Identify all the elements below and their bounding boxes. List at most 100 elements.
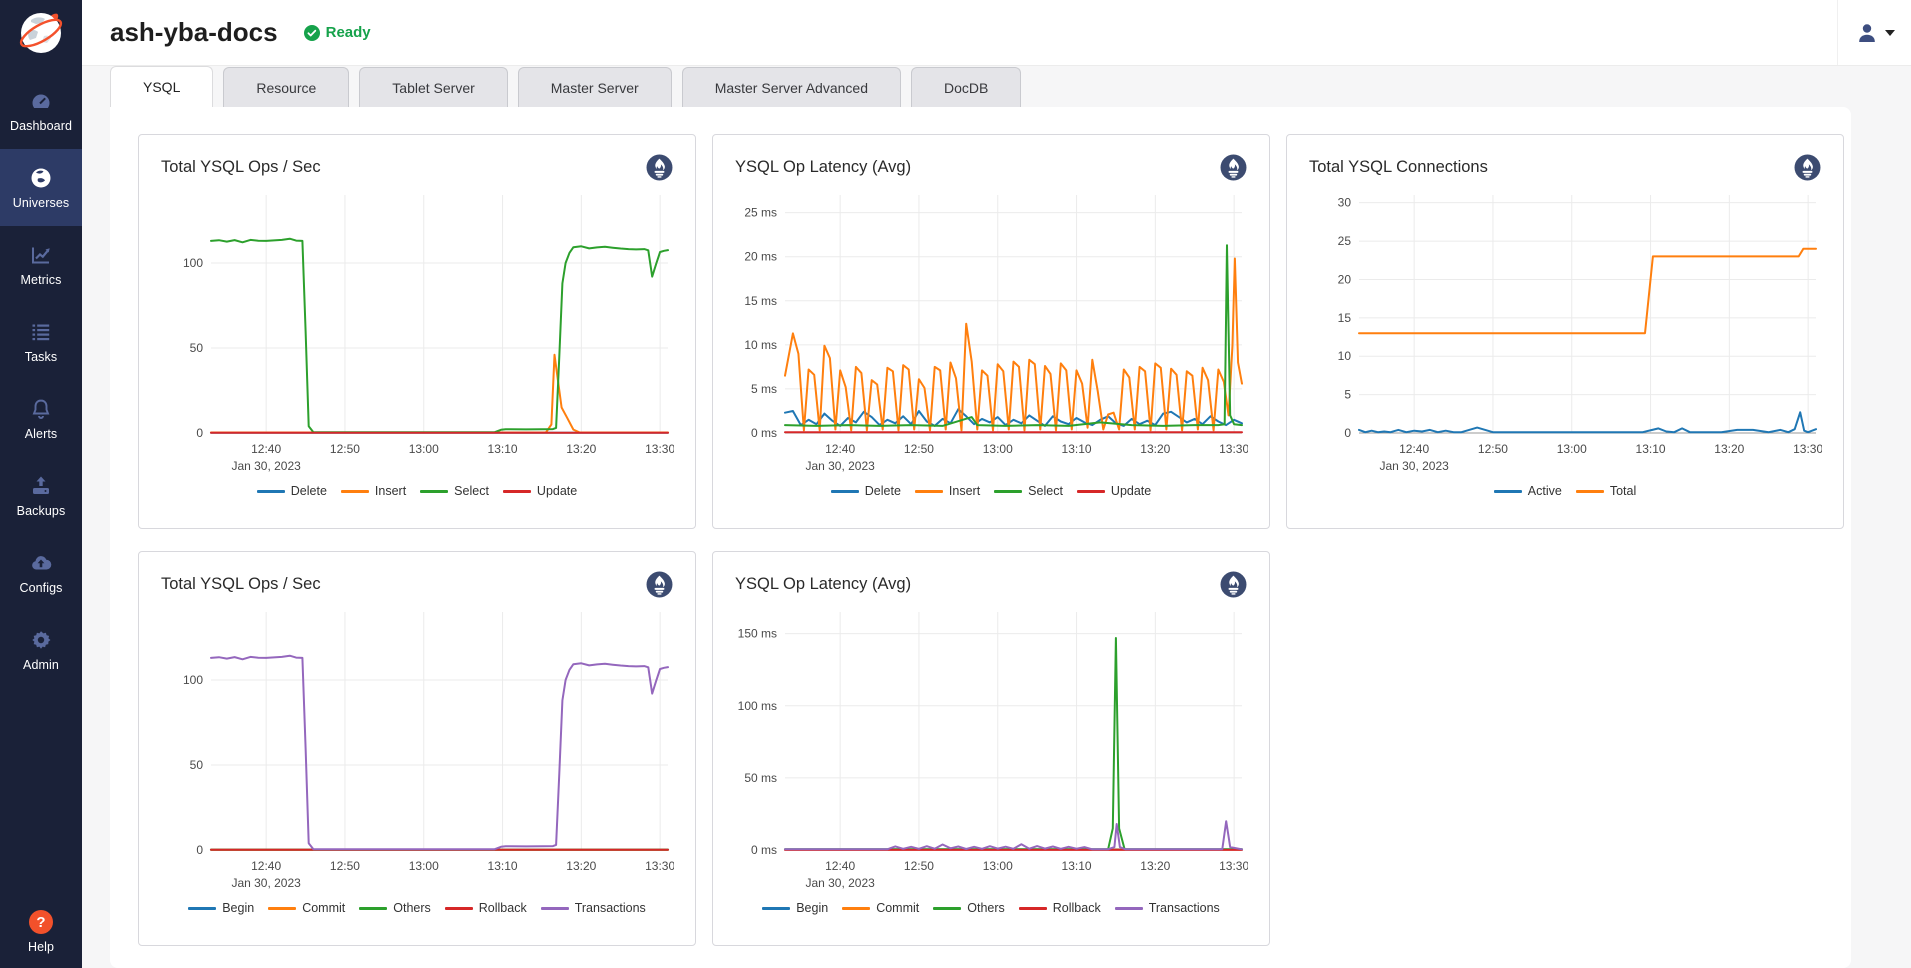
legend-item-insert[interactable]: Insert <box>915 484 980 498</box>
alerts-bell-icon <box>29 397 53 421</box>
chart-plot-area[interactable]: 05010012:40Jan 30, 202312:5013:0013:1013… <box>161 602 673 899</box>
chart-canvas: 05010012:40Jan 30, 202312:5013:0013:1013… <box>161 185 674 477</box>
legend-item-begin[interactable]: Begin <box>188 901 254 915</box>
legend-swatch <box>1576 490 1604 493</box>
svg-text:13:20: 13:20 <box>566 442 596 456</box>
legend-label: Others <box>967 901 1005 915</box>
sidebar-item-tasks[interactable]: Tasks <box>0 303 82 380</box>
legend-label: Transactions <box>1149 901 1220 915</box>
legend-item-rollback[interactable]: Rollback <box>445 901 527 915</box>
legend-item-begin[interactable]: Begin <box>762 901 828 915</box>
legend-item-transactions[interactable]: Transactions <box>541 901 646 915</box>
svg-text:20: 20 <box>1338 272 1352 286</box>
sidebar-item-universes[interactable]: Universes <box>0 149 82 226</box>
svg-text:13:00: 13:00 <box>983 442 1013 456</box>
sidebar-item-help[interactable]: ? Help <box>0 910 82 954</box>
sidebar-item-backups[interactable]: Backups <box>0 457 82 534</box>
svg-text:Jan 30, 2023: Jan 30, 2023 <box>231 876 301 890</box>
tab-tablet-server[interactable]: Tablet Server <box>359 67 507 107</box>
svg-text:13:10: 13:10 <box>1062 442 1092 456</box>
chart-title: Total YSQL Ops / Sec <box>161 575 321 594</box>
sidebar-item-alerts[interactable]: Alerts <box>0 380 82 457</box>
svg-text:12:50: 12:50 <box>904 442 934 456</box>
svg-text:13:00: 13:00 <box>983 859 1013 873</box>
universes-globe-icon <box>29 166 53 190</box>
chart-plot-area[interactable]: 05101520253012:40Jan 30, 202312:5013:001… <box>1309 185 1821 482</box>
tab-ysql[interactable]: YSQL <box>110 66 213 107</box>
tab-master-server-advanced[interactable]: Master Server Advanced <box>682 67 901 107</box>
prometheus-icon[interactable] <box>1220 154 1247 181</box>
legend-item-insert[interactable]: Insert <box>341 484 406 498</box>
check-circle-icon <box>304 25 320 41</box>
universe-title: ash-yba-docs <box>110 17 278 48</box>
svg-text:13:10: 13:10 <box>488 442 518 456</box>
sidebar-item-label: Tasks <box>25 350 57 364</box>
legend-swatch <box>257 490 285 493</box>
tab-docdb[interactable]: DocDB <box>911 67 1021 107</box>
prometheus-icon[interactable] <box>646 154 673 181</box>
chart-card-total-ysql-connections: Total YSQL Connections 05101520253012:40… <box>1286 134 1844 529</box>
legend-item-commit[interactable]: Commit <box>842 901 919 915</box>
tab-bar: YSQL Resource Tablet Server Master Serve… <box>110 66 1851 107</box>
svg-text:0: 0 <box>1344 426 1351 440</box>
charts-panel: Total YSQL Ops / Sec 05010012:40Jan 30, … <box>110 107 1851 968</box>
sidebar-item-configs[interactable]: Configs <box>0 534 82 611</box>
legend-swatch <box>503 490 531 493</box>
svg-text:13:10: 13:10 <box>488 859 518 873</box>
dashboard-icon <box>29 89 53 113</box>
prometheus-icon[interactable] <box>1220 571 1247 598</box>
series-line-transactions <box>211 656 668 850</box>
legend-label: Total <box>1610 484 1636 498</box>
legend-swatch <box>188 907 216 910</box>
svg-text:12:50: 12:50 <box>330 442 360 456</box>
tab-master-server[interactable]: Master Server <box>518 67 672 107</box>
user-menu[interactable] <box>1837 0 1911 65</box>
chart-plot-area[interactable]: 0 ms5 ms10 ms15 ms20 ms25 ms12:40Jan 30,… <box>735 185 1247 482</box>
legend-label: Begin <box>222 901 254 915</box>
prometheus-icon[interactable] <box>646 571 673 598</box>
svg-text:30: 30 <box>1338 196 1352 210</box>
svg-text:13:10: 13:10 <box>1636 442 1666 456</box>
legend-item-select[interactable]: Select <box>420 484 489 498</box>
legend-item-others[interactable]: Others <box>359 901 431 915</box>
svg-text:12:40: 12:40 <box>251 442 281 456</box>
chart-title: YSQL Op Latency (Avg) <box>735 158 911 177</box>
legend-swatch <box>762 907 790 910</box>
legend-item-delete[interactable]: Delete <box>257 484 327 498</box>
legend-item-select[interactable]: Select <box>994 484 1063 498</box>
status-label: Ready <box>326 24 371 41</box>
app-logo[interactable] <box>0 0 82 66</box>
sidebar-item-admin[interactable]: Admin <box>0 611 82 688</box>
legend-item-others[interactable]: Others <box>933 901 1005 915</box>
legend-label: Rollback <box>479 901 527 915</box>
legend-label: Insert <box>375 484 406 498</box>
legend-item-rollback[interactable]: Rollback <box>1019 901 1101 915</box>
sidebar-item-label: Admin <box>23 658 59 672</box>
legend-item-total[interactable]: Total <box>1576 484 1636 498</box>
chart-legend: Begin Commit Others Rollback Transactions <box>735 901 1247 915</box>
sidebar-item-label: Configs <box>19 581 62 595</box>
chart-plot-area[interactable]: 0 ms50 ms100 ms150 ms12:40Jan 30, 202312… <box>735 602 1247 899</box>
legend-swatch <box>541 907 569 910</box>
sidebar-item-metrics[interactable]: Metrics <box>0 226 82 303</box>
svg-text:12:50: 12:50 <box>330 859 360 873</box>
tab-resource[interactable]: Resource <box>223 67 349 107</box>
chart-plot-area[interactable]: 05010012:40Jan 30, 202312:5013:0013:1013… <box>161 185 673 482</box>
legend-item-update[interactable]: Update <box>503 484 577 498</box>
legend-label: Update <box>537 484 577 498</box>
legend-swatch <box>1019 907 1047 910</box>
svg-text:150 ms: 150 ms <box>738 627 777 641</box>
legend-item-active[interactable]: Active <box>1494 484 1562 498</box>
chart-card-total-ysql-ops: Total YSQL Ops / Sec 05010012:40Jan 30, … <box>138 134 696 529</box>
legend-item-delete[interactable]: Delete <box>831 484 901 498</box>
series-line-transactions <box>785 821 1242 849</box>
sidebar-item-dashboard[interactable]: Dashboard <box>0 72 82 149</box>
legend-item-commit[interactable]: Commit <box>268 901 345 915</box>
prometheus-icon[interactable] <box>1794 154 1821 181</box>
legend-item-transactions[interactable]: Transactions <box>1115 901 1220 915</box>
chart-canvas: 0 ms5 ms10 ms15 ms20 ms25 ms12:40Jan 30,… <box>735 185 1248 477</box>
legend-item-update[interactable]: Update <box>1077 484 1151 498</box>
legend-label: Select <box>454 484 489 498</box>
chart-card-ysql-op-latency-transactions: YSQL Op Latency (Avg) 0 ms50 ms100 ms150… <box>712 551 1270 946</box>
sidebar-item-label: Backups <box>17 504 66 518</box>
